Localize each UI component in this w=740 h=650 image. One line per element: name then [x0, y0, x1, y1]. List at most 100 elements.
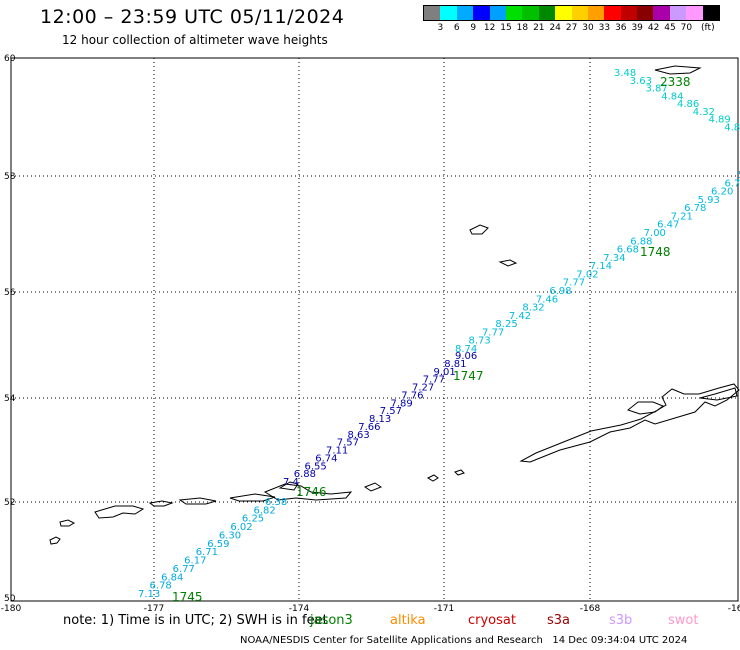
wave-height-label: 7.89 — [391, 398, 413, 409]
track-time-label: 1748 — [640, 245, 671, 259]
legend-label: 33 — [598, 23, 611, 33]
wave-height-label: 4.89 — [709, 115, 731, 126]
legend-label: 36 — [615, 23, 627, 33]
legend-label: 9 — [470, 23, 477, 33]
lat-label: 58 — [4, 172, 16, 182]
legend-swatch — [489, 6, 506, 20]
lon-label: -180 — [1, 604, 22, 614]
credit-text: NOAA/NESDIS Center for Satellite Applica… — [240, 635, 543, 646]
track-time-label: 1746 — [296, 485, 327, 499]
lat-label: 52 — [4, 498, 15, 508]
legend-label: 30 — [582, 23, 594, 33]
wave-height-label: 4.86 — [677, 99, 699, 110]
wave-height-label: 8.32 — [522, 303, 544, 314]
legend-label: 70 — [680, 23, 693, 33]
wave-height-label: 8.74 — [455, 344, 477, 355]
legend-label: 6 — [453, 23, 460, 33]
wave-height-label: 6.20 — [711, 187, 733, 198]
legend-unit: (ft) — [701, 23, 715, 33]
lon-label: -168 — [580, 604, 601, 614]
legend-swatch — [620, 6, 638, 20]
wave-height-label: 6.77 — [173, 564, 195, 575]
island-attu — [49, 536, 61, 545]
legend-label: 27 — [565, 23, 578, 33]
lat-label: 56 — [4, 288, 16, 298]
legend-swatch — [571, 6, 588, 20]
satellite-name: altika — [390, 613, 426, 628]
wave-height-label: 9.01 — [434, 367, 456, 378]
wave-height-label: 7.77 — [563, 278, 585, 289]
wave-height-label: 6.68 — [617, 245, 639, 256]
axis-labels: -180 -177 -174 -171 -168 -165 60 58 56 54 52 50 — [1, 54, 740, 614]
legend-swatch — [604, 6, 621, 20]
wave-height-label: 7.76 — [401, 390, 423, 401]
wave-height-label: 7.57 — [380, 406, 402, 417]
wave-height-label: 6.98 — [549, 286, 571, 297]
wave-height-label: 6.59 — [207, 539, 229, 550]
legend-label: 21 — [533, 23, 545, 33]
track-time-label: 1747 — [453, 369, 484, 383]
footer-note: note: 1) Time is in UTC; 2) SWH is in fe… — [63, 613, 328, 628]
wave-height-label: 6.88 — [630, 236, 652, 247]
legend-swatch — [505, 6, 523, 20]
wave-height-label: 6.55 — [305, 461, 327, 472]
legend-swatch — [456, 6, 474, 20]
wave-height-label: 6.47 — [657, 220, 679, 231]
wave-height-label: 8.25 — [495, 319, 517, 330]
wave-height-label: 6.38 — [265, 497, 287, 508]
wave-height-label: 6.78 — [150, 581, 172, 592]
legend-label: 12 — [483, 23, 496, 33]
wave-height-label: 6.74 — [315, 453, 337, 464]
lon-label: -165 — [728, 604, 740, 614]
alaska-peninsula — [519, 383, 740, 463]
legend-label: 18 — [516, 23, 529, 33]
credit-line: NOAA/NESDIS Center for Satellite Applica… — [240, 635, 687, 646]
legend-swatch — [702, 6, 720, 20]
wave-height-label: 7.14 — [590, 261, 612, 272]
wave-height-label: 6.71 — [196, 547, 218, 558]
wave-height-label: 7.11 — [326, 446, 348, 457]
wave-height-label: 7.34 — [603, 253, 625, 264]
legend-swatch — [637, 6, 654, 20]
wave-height-label: 7.46 — [536, 294, 558, 305]
legend-swatch — [440, 6, 457, 20]
wave-height-label: 4.85 — [724, 122, 740, 133]
wave-height-label: 6.88 — [294, 469, 316, 480]
wave-height-label: 3.87 — [646, 84, 668, 95]
legend-swatch — [538, 6, 556, 20]
wave-height-label: 7.77 — [423, 375, 445, 386]
wave-height-label: 7.27 — [412, 383, 434, 394]
wave-height-label: 7.4 — [283, 477, 299, 488]
coastlines — [49, 65, 740, 545]
track-time-label: 2338 — [660, 75, 691, 89]
satellite-name: s3a — [547, 613, 571, 628]
lon-label: -174 — [289, 604, 310, 614]
wave-height-label: 7.42 — [509, 311, 531, 322]
wave-height-label: 4.84 — [661, 91, 683, 102]
wave-height-label: 3.48 — [614, 68, 636, 79]
legend-swatch — [555, 6, 572, 20]
map-title: 12:00 – 23:59 UTC 05/11/2024 — [40, 6, 345, 28]
legend-swatch — [424, 6, 441, 20]
wave-height-label: 6.82 — [253, 505, 275, 516]
wave-height-label: 7.66 — [358, 422, 380, 433]
wave-height-label: 8.13 — [369, 414, 391, 425]
satellite-tracks: 3.483.633.874.844.864.324.894.853.__2338… — [138, 68, 740, 604]
wave-height-label: 6.02 — [230, 522, 252, 533]
wave-height-label: 6.25 — [242, 514, 264, 525]
satellite-name: s3b — [609, 613, 633, 628]
legend-swatch — [522, 6, 539, 20]
wave-height-label: 4.32 — [693, 107, 715, 118]
lat-label: 50 — [4, 594, 16, 604]
wave-height-label: 9.06 — [455, 351, 477, 362]
lon-label: -171 — [434, 604, 454, 614]
wave-height-label: 7.57 — [337, 438, 359, 449]
wave-height-label: 8.73 — [468, 336, 490, 347]
legend-swatch — [653, 6, 670, 20]
wave-height-label: 6.78 — [684, 203, 706, 214]
wave-height-label: 7.02 — [576, 269, 598, 280]
wave-height-label: 6.73 — [725, 178, 740, 189]
wave-height-label: 7.77 — [482, 327, 504, 338]
lon-label: -177 — [144, 604, 164, 614]
